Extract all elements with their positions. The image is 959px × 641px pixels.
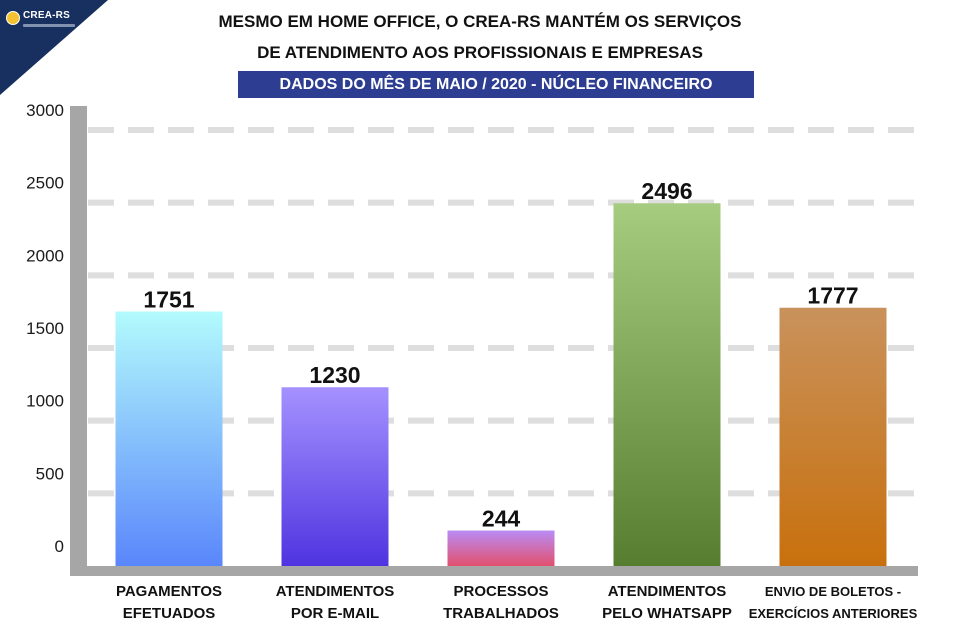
- bar: [281, 387, 389, 566]
- y-tick-label: 1500: [26, 319, 64, 338]
- bar: [779, 307, 887, 566]
- value-label: 1777: [807, 283, 858, 309]
- title-line-1: MESMO EM HOME OFFICE, O CREA-RS MANTÉM O…: [218, 12, 742, 31]
- axes: [70, 106, 918, 576]
- bar: [115, 311, 223, 566]
- category-label: ATENDIMENTOS: [608, 583, 727, 600]
- category-label: TRABALHADOS: [443, 605, 559, 622]
- category-label: PELO WHATSAPP: [602, 605, 732, 622]
- value-label: 1230: [309, 362, 360, 388]
- bar: [613, 203, 721, 567]
- category-label: PROCESSOS: [453, 583, 548, 600]
- crea-rs-logo: CREA-RS: [6, 10, 76, 32]
- x-axis: [70, 566, 918, 576]
- y-tick-label: 3000: [26, 101, 64, 120]
- category-label: PAGAMENTOS: [116, 583, 222, 600]
- category-label: ATENDIMENTOS: [276, 583, 395, 600]
- bar: [447, 530, 555, 566]
- category-label: EXERCÍCIOS ANTERIORES: [749, 606, 918, 621]
- bars: [115, 203, 887, 567]
- crea-emblem-icon: [6, 11, 20, 25]
- category-label: EFETUADOS: [123, 605, 216, 622]
- y-tick-label: 2000: [26, 246, 64, 265]
- value-label: 2496: [641, 178, 692, 204]
- y-tick-label: 2500: [26, 174, 64, 193]
- chart-subtitle: DADOS DO MÊS DE MAIO / 2020 - NÚCLEO FIN…: [238, 71, 754, 98]
- labels: 0 500 1000 1500 2000 2500 3000 1751 PAGAMENTOS EF…: [26, 101, 917, 622]
- logo-tagline: [23, 24, 75, 27]
- category-label: POR E-MAIL: [291, 605, 379, 622]
- y-tick-label: 500: [36, 464, 64, 483]
- y-tick-label: 1000: [26, 392, 64, 411]
- value-label: 244: [482, 506, 521, 532]
- logo-name: CREA-RS: [23, 10, 70, 21]
- value-label: 1751: [143, 287, 194, 313]
- title-line-2: DE ATENDIMENTO AOS PROFISSIONAIS E EMPRE…: [257, 43, 703, 62]
- category-label: ENVIO DE BOLETOS -: [765, 584, 901, 599]
- y-tick-label: 0: [55, 537, 64, 556]
- y-axis: [70, 106, 87, 576]
